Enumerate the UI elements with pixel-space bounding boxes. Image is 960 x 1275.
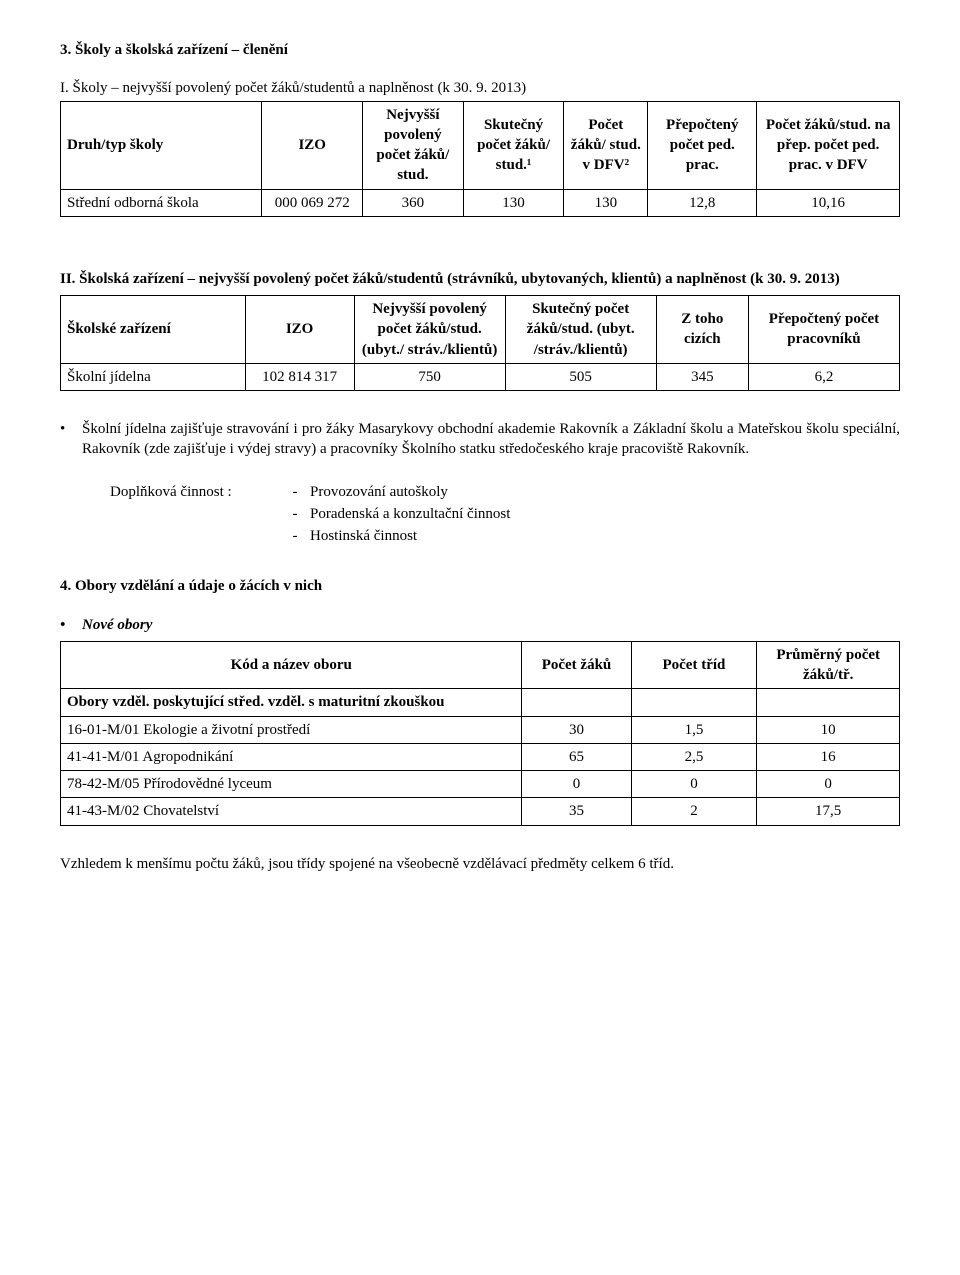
activity-row: - Hostinská činnost [110,526,900,546]
th-druh: Druh/typ školy [61,101,262,189]
activity-item: Poradenská a konzultační činnost [310,504,900,524]
bullet-icon: • [60,419,82,460]
dash-icon: - [280,482,310,502]
th-ratio: Počet žáků/stud. na přep. počet ped. pra… [757,101,900,189]
td [631,689,757,716]
th: Skutečný počet žáků/stud. (ubyt. /stráv.… [505,296,656,364]
note-text: Školní jídelna zajišťuje stravování i pr… [82,419,900,460]
th-max: Nejvyšší povolený počet žáků/ stud. [363,101,464,189]
td [522,689,631,716]
table-row: 78-42-M/05 Přírodovědné lyceum 0 0 0 [61,771,900,798]
td: 1,5 [631,716,757,743]
activity-row: Doplňková činnost : - Provozování autošk… [110,482,900,502]
list-item: • Školní jídelna zajišťuje stravování i … [60,419,900,460]
table-row: Školní jídelna 102 814 317 750 505 345 6… [61,363,900,390]
sub2-title: II. Školská zařízení – nejvyšší povolený… [60,269,900,289]
th: Nejvyšší povolený počet žáků/stud. (ubyt… [354,296,505,364]
td: 505 [505,363,656,390]
section4-title: 4. Obory vzdělání a údaje o žácích v nic… [60,576,900,596]
dash-icon: - [280,526,310,546]
td: 2,5 [631,743,757,770]
sub-row: Obory vzděl. poskytující střed. vzděl. s… [61,689,522,716]
th: Přepočtený počet pracovníků [748,296,899,364]
td: 000 069 272 [262,189,363,216]
td: 6,2 [748,363,899,390]
th-ped: Přepočtený počet ped. prac. [648,101,757,189]
th: Počet tříd [631,641,757,689]
table-row: 41-41-M/01 Agropodnikání 65 2,5 16 [61,743,900,770]
td: 0 [522,771,631,798]
td: 30 [522,716,631,743]
activity-item: Hostinská činnost [310,526,900,546]
td: 65 [522,743,631,770]
th-actual: Skutečný počet žáků/ stud.¹ [463,101,564,189]
td: 2 [631,798,757,825]
th: Z toho cizích [656,296,748,364]
td: 0 [757,771,900,798]
td: 12,8 [648,189,757,216]
activity-item: Provozování autoškoly [310,482,900,502]
activity-block: Doplňková činnost : - Provozování autošk… [110,482,900,547]
td: 345 [656,363,748,390]
table-row: Obory vzděl. poskytující střed. vzděl. s… [61,689,900,716]
notes-list: • Školní jídelna zajišťuje stravování i … [60,419,900,460]
td: 102 814 317 [245,363,354,390]
td: 16 [757,743,900,770]
th-izo: IZO [262,101,363,189]
td: Školní jídelna [61,363,246,390]
table-schools: Druh/typ školy IZO Nejvyšší povolený poč… [60,101,900,217]
table-row: Střední odborná škola 000 069 272 360 13… [61,189,900,216]
td: 360 [363,189,464,216]
table-row: 16-01-M/01 Ekologie a životní prostředí … [61,716,900,743]
td: 0 [631,771,757,798]
th: Průměrný počet žáků/tř. [757,641,900,689]
th: Počet žáků [522,641,631,689]
th: IZO [245,296,354,364]
td: 35 [522,798,631,825]
table-row: 41-43-M/02 Chovatelství 35 2 17,5 [61,798,900,825]
table-row: Školské zařízení IZO Nejvyšší povolený p… [61,296,900,364]
td: 17,5 [757,798,900,825]
td: Střední odborná škola [61,189,262,216]
activity-label: Doplňková činnost : [110,482,280,502]
td: 10,16 [757,189,900,216]
sub1-title: I. Školy – nejvyšší povolený počet žáků/… [60,78,900,98]
td: 78-42-M/05 Přírodovědné lyceum [61,771,522,798]
td: 41-43-M/02 Chovatelství [61,798,522,825]
new-obory-label: Nové obory [82,617,152,633]
table-row: Druh/typ školy IZO Nejvyšší povolený poč… [61,101,900,189]
th: Kód a název oboru [61,641,522,689]
td: 16-01-M/01 Ekologie a životní prostředí [61,716,522,743]
dash-icon: - [280,504,310,524]
td: 130 [463,189,564,216]
td [757,689,900,716]
td: 41-41-M/01 Agropodnikání [61,743,522,770]
footer-note: Vzhledem k menšímu počtu žáků, jsou tříd… [60,854,900,874]
td: 750 [354,363,505,390]
activity-row: - Poradenská a konzultační činnost [110,504,900,524]
td: 130 [564,189,648,216]
section3-title: 3. Školy a školská zařízení – členění [60,40,900,60]
th: Školské zařízení [61,296,246,364]
table-row: Kód a název oboru Počet žáků Počet tříd … [61,641,900,689]
th-dfv: Počet žáků/ stud. v DFV² [564,101,648,189]
td: 10 [757,716,900,743]
table-obory: Kód a název oboru Počet žáků Počet tříd … [60,641,900,826]
table-facilities: Školské zařízení IZO Nejvyšší povolený p… [60,295,900,391]
